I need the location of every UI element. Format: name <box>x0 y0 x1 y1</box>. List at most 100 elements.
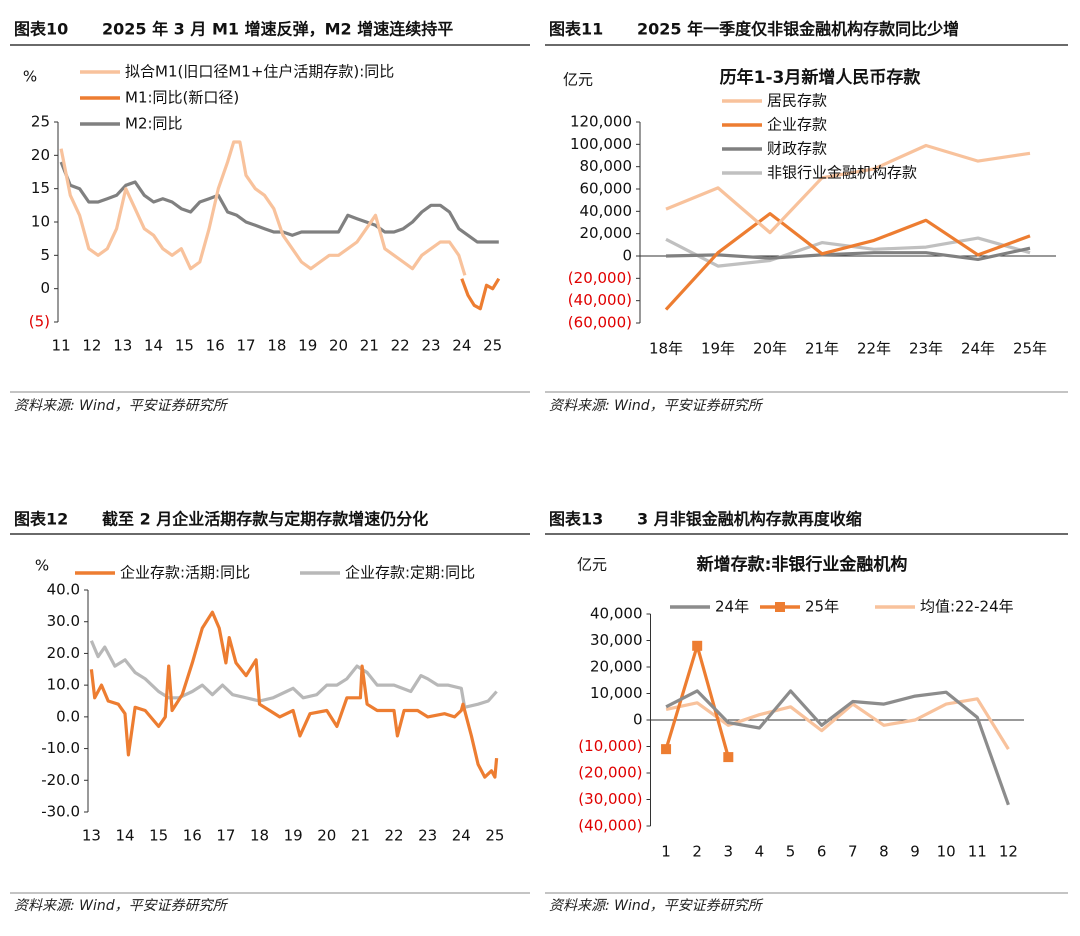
y-tick-label: 15 <box>31 179 50 197</box>
x-tick-label: 25 <box>483 337 502 355</box>
legend-label: 企业存款 <box>767 116 827 134</box>
source-note: 资料来源: Wind，平安证券研究所 <box>549 398 764 414</box>
y-tick-label: 40,000 <box>580 202 633 220</box>
x-tick-label: 11 <box>52 337 71 355</box>
legend-marker <box>775 602 785 612</box>
source-note: 资料来源: Wind，平安证券研究所 <box>14 398 229 414</box>
x-tick-label: 5 <box>786 843 796 861</box>
legend-label: M2:同比 <box>125 115 183 133</box>
y-tick-label: 120,000 <box>570 113 632 131</box>
series-line <box>665 689 1010 806</box>
y-tick-label: (20,000) <box>568 269 632 287</box>
y-tick-label: 0 <box>40 279 50 297</box>
legend-label: 均值:22-24年 <box>920 598 1014 616</box>
series-line <box>89 610 499 779</box>
y-tick-label: 100,000 <box>570 135 632 153</box>
x-tick-label: 7 <box>848 843 858 861</box>
y-tick-label: -10.0 <box>41 739 80 757</box>
figure-title: 2025 年 3 月 M1 增速反弹，M2 增速连续持平 <box>102 20 453 39</box>
source-note: 资料来源: Wind，平安证券研究所 <box>14 898 229 914</box>
y-tick-label: 20,000 <box>590 658 643 676</box>
x-tick-label: 23 <box>418 827 437 845</box>
figure-title: 截至 2 月企业活期存款与定期存款增速仍分化 <box>102 510 428 529</box>
series-line <box>664 212 1031 311</box>
x-tick-label: 19 <box>284 827 303 845</box>
y-tick-label: 25 <box>31 113 50 131</box>
x-tick-label: 4 <box>755 843 765 861</box>
source-note: 资料来源: Wind，平安证券研究所 <box>549 898 764 914</box>
y-tick-label: 0 <box>622 247 632 265</box>
figure-label: 图表12 <box>14 510 68 529</box>
x-tick-label: 1 <box>661 843 671 861</box>
y-tick-label: 0.0 <box>56 707 80 725</box>
x-tick-label: 19年 <box>701 340 735 358</box>
x-tick-label: 22 <box>384 827 403 845</box>
x-tick-label: 15 <box>175 337 194 355</box>
series-marker <box>692 640 703 651</box>
figure-label: 图表13 <box>549 510 603 529</box>
x-tick-label: 25 <box>485 827 504 845</box>
x-tick-label: 18 <box>267 337 286 355</box>
y-tick-label: 30.0 <box>47 612 80 630</box>
y-unit: 亿元 <box>577 556 607 574</box>
x-tick-label: 22年 <box>857 340 891 358</box>
y-tick-label: (60,000) <box>568 314 632 332</box>
x-tick-label: 17 <box>237 337 256 355</box>
x-tick-label: 21年 <box>805 340 839 358</box>
series-line <box>59 161 499 244</box>
figure-title: 2025 年一季度仅非银金融机构存款同比少增 <box>637 20 959 39</box>
y-tick-label: 40.0 <box>47 581 80 599</box>
x-tick-label: 24 <box>452 827 471 845</box>
y-tick-label: (40,000) <box>578 817 642 835</box>
legend-label: 25年 <box>805 598 839 616</box>
x-tick-label: 20年 <box>753 340 787 358</box>
x-tick-label: 24 <box>452 337 471 355</box>
x-tick-label: 17 <box>216 827 235 845</box>
x-tick-label: 20 <box>317 827 336 845</box>
legend-label: 企业存款:活期:同比 <box>120 564 250 582</box>
x-tick-label: 14 <box>115 827 134 845</box>
x-tick-label: 9 <box>910 843 920 861</box>
legend-label: 企业存款:定期:同比 <box>345 564 475 582</box>
series-line <box>665 143 1031 235</box>
x-tick-label: 25年 <box>1013 340 1047 358</box>
y-tick-label: (30,000) <box>578 790 642 808</box>
x-tick-label: 13 <box>82 827 101 845</box>
x-tick-label: 24年 <box>961 340 995 358</box>
x-tick-label: 19 <box>298 337 317 355</box>
x-tick-label: 18年 <box>649 340 683 358</box>
chart-title: 新增存款:非银行业金融机构 <box>697 554 908 575</box>
y-unit: % <box>35 557 49 575</box>
y-tick-label: 20.0 <box>47 644 80 662</box>
x-tick-label: 21 <box>360 337 379 355</box>
x-tick-label: 6 <box>817 843 827 861</box>
legend-label: M1:同比(新口径) <box>125 89 239 107</box>
x-tick-label: 2 <box>692 843 702 861</box>
y-tick-label: 30,000 <box>590 631 643 649</box>
y-tick-label: 10.0 <box>47 676 80 694</box>
legend-label: 财政存款 <box>767 140 827 158</box>
y-tick-label: 5 <box>40 246 50 264</box>
x-tick-label: 15 <box>149 827 168 845</box>
series-line <box>59 140 467 276</box>
series-line <box>89 640 498 709</box>
figure-label: 图表11 <box>549 20 603 39</box>
x-tick-label: 16 <box>183 827 202 845</box>
figure-title: 3 月非银金融机构存款再度收缩 <box>637 510 862 529</box>
y-tick-label: 40,000 <box>590 605 643 623</box>
x-tick-label: 14 <box>144 337 163 355</box>
x-tick-label: 3 <box>724 843 734 861</box>
series-line <box>665 246 1031 261</box>
x-tick-label: 23 <box>421 337 440 355</box>
y-tick-label: 80,000 <box>580 157 633 175</box>
y-tick-label: (10,000) <box>578 737 642 755</box>
legend-label: 居民存款 <box>767 92 827 110</box>
x-tick-label: 12 <box>999 843 1018 861</box>
y-tick-label: 0 <box>633 711 643 729</box>
x-tick-label: 23年 <box>909 340 943 358</box>
y-tick-label: 20,000 <box>580 224 633 242</box>
legend-label: 拟合M1(旧口径M1+住户活期存款):同比 <box>125 63 394 81</box>
x-tick-label: 13 <box>113 337 132 355</box>
x-tick-label: 11 <box>968 843 987 861</box>
